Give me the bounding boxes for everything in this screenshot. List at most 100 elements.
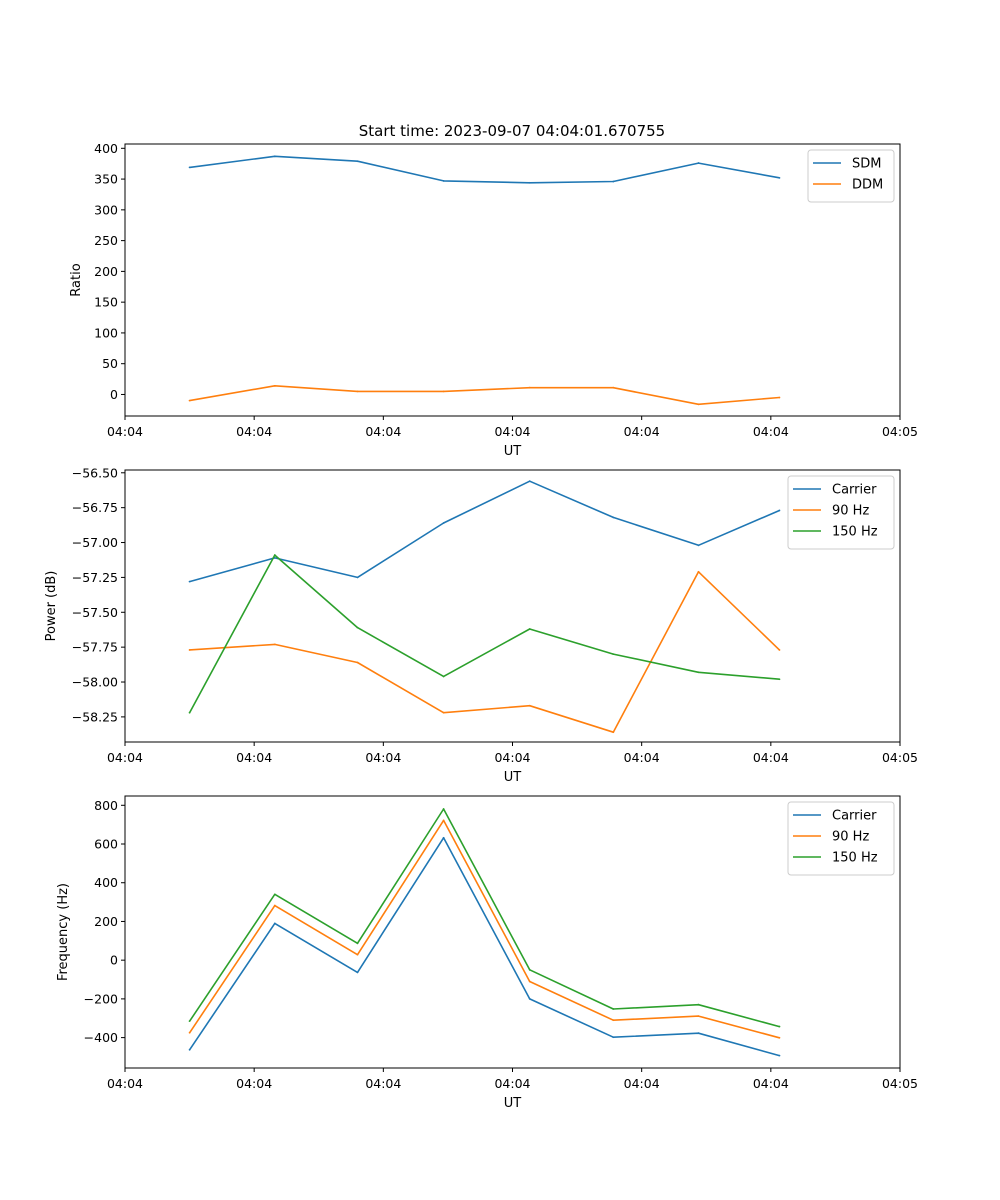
data-point bbox=[612, 386, 615, 389]
legend-label: 150 Hz bbox=[832, 851, 878, 866]
y-tick-label: −57.00 bbox=[72, 535, 118, 550]
data-point bbox=[778, 649, 781, 651]
series-line-sdm bbox=[189, 155, 780, 184]
y-tick-label: −56.50 bbox=[72, 465, 118, 480]
data-point bbox=[528, 480, 531, 483]
y-tick-label: 800 bbox=[94, 798, 118, 813]
data-point bbox=[442, 808, 445, 810]
data-point bbox=[697, 570, 700, 573]
data-point bbox=[697, 1003, 700, 1006]
x-axis-label: UT bbox=[504, 1096, 522, 1111]
x-tick-label: 04:05 bbox=[882, 424, 918, 439]
x-tick-label: 04:04 bbox=[107, 1076, 143, 1091]
data-point bbox=[778, 176, 781, 179]
x-tick-label: 04:05 bbox=[882, 750, 918, 765]
data-point bbox=[356, 626, 359, 629]
x-tick-label: 04:04 bbox=[107, 750, 143, 765]
x-axis-label: UT bbox=[504, 444, 522, 459]
data-point bbox=[442, 390, 445, 393]
data-point bbox=[356, 160, 359, 163]
data-point bbox=[273, 554, 276, 556]
x-tick-label: 04:04 bbox=[494, 750, 530, 765]
series-line-ddm bbox=[189, 384, 780, 406]
y-tick-label: −56.75 bbox=[72, 500, 118, 515]
chart-panel-1: 0 50 100 150 200 250 300 350 400 04:04 04:04 04:04 0… bbox=[69, 141, 918, 459]
data-point bbox=[442, 819, 445, 822]
data-point bbox=[612, 653, 615, 656]
y-tick-label: 400 bbox=[94, 875, 118, 890]
data-point bbox=[528, 968, 531, 971]
x-tick-label: 04:04 bbox=[365, 1076, 401, 1091]
data-point bbox=[356, 390, 359, 393]
data-point bbox=[697, 162, 700, 164]
y-tick-label: 100 bbox=[94, 325, 118, 340]
data-point bbox=[528, 386, 531, 389]
x-tick-label: 04:04 bbox=[753, 750, 789, 765]
data-point bbox=[612, 180, 615, 183]
series-line-carrier bbox=[189, 480, 780, 583]
chart-panel-2: −58.25 −58.00 −57.75 −57.50 −57.25 −57.00 −56.… bbox=[44, 465, 918, 785]
data-point bbox=[442, 180, 445, 182]
data-point bbox=[528, 628, 531, 630]
data-point bbox=[528, 704, 531, 707]
x-tick-label: 04:05 bbox=[882, 1076, 918, 1091]
series-line-carrier bbox=[188, 836, 780, 1057]
x-tick-label: 04:04 bbox=[236, 750, 272, 765]
series-line-150-hz bbox=[188, 808, 780, 1028]
data-point bbox=[612, 1036, 615, 1039]
data-point bbox=[188, 580, 191, 583]
data-point bbox=[356, 576, 359, 579]
x-tick-label: 04:04 bbox=[365, 424, 401, 439]
data-point bbox=[697, 1032, 700, 1035]
y-axis-label: Power (dB) bbox=[44, 571, 59, 642]
data-point bbox=[273, 922, 276, 925]
x-tick-label: 04:04 bbox=[236, 424, 272, 439]
y-axis-label: Frequency (Hz) bbox=[56, 883, 71, 981]
legend: SDM DDM bbox=[807, 149, 895, 203]
data-point bbox=[612, 1019, 615, 1022]
data-point bbox=[778, 1025, 781, 1028]
series-line-150-hz bbox=[188, 554, 780, 714]
data-point bbox=[697, 671, 700, 674]
data-point bbox=[778, 678, 781, 681]
data-point bbox=[697, 1015, 700, 1018]
series-line-90-hz bbox=[189, 570, 780, 734]
y-axis-label: Ratio bbox=[69, 263, 84, 296]
data-point bbox=[273, 904, 276, 907]
data-point bbox=[356, 953, 359, 956]
x-tick-label: 04:04 bbox=[494, 1076, 530, 1091]
data-point bbox=[442, 522, 445, 524]
x-tick-label: 04:04 bbox=[365, 750, 401, 765]
data-point bbox=[528, 997, 531, 1000]
data-point bbox=[778, 396, 781, 399]
y-tick-label: −57.25 bbox=[72, 570, 118, 585]
data-point bbox=[273, 643, 276, 646]
x-axis-label: UT bbox=[504, 770, 522, 785]
x-tick-label: 04:04 bbox=[624, 424, 660, 439]
x-tick-label: 04:04 bbox=[753, 1076, 789, 1091]
data-point bbox=[528, 980, 531, 983]
data-point bbox=[356, 971, 359, 974]
y-tick-label: 600 bbox=[94, 837, 118, 852]
data-point bbox=[356, 661, 359, 664]
y-tick-label: −57.50 bbox=[72, 605, 118, 620]
y-tick-label: 200 bbox=[94, 264, 118, 279]
x-tick-label: 04:04 bbox=[107, 424, 143, 439]
data-point bbox=[612, 516, 615, 519]
x-tick-label: 04:04 bbox=[236, 1076, 272, 1091]
data-point bbox=[273, 893, 276, 896]
x-tick-label: 04:04 bbox=[753, 424, 789, 439]
y-tick-label: 250 bbox=[94, 233, 118, 248]
legend-label: DDM bbox=[852, 178, 883, 193]
y-tick-label: 0 bbox=[110, 953, 118, 968]
legend-label: Carrier bbox=[832, 483, 877, 498]
legend: Carrier 90 Hz 150 Hz bbox=[787, 475, 895, 550]
y-tick-label: −57.75 bbox=[72, 640, 118, 655]
x-tick-label: 04:04 bbox=[494, 424, 530, 439]
data-point bbox=[188, 1031, 191, 1034]
y-tick-label: 400 bbox=[94, 141, 118, 156]
data-point bbox=[188, 399, 191, 402]
y-tick-label: −400 bbox=[84, 1030, 118, 1045]
data-point bbox=[778, 1036, 781, 1039]
